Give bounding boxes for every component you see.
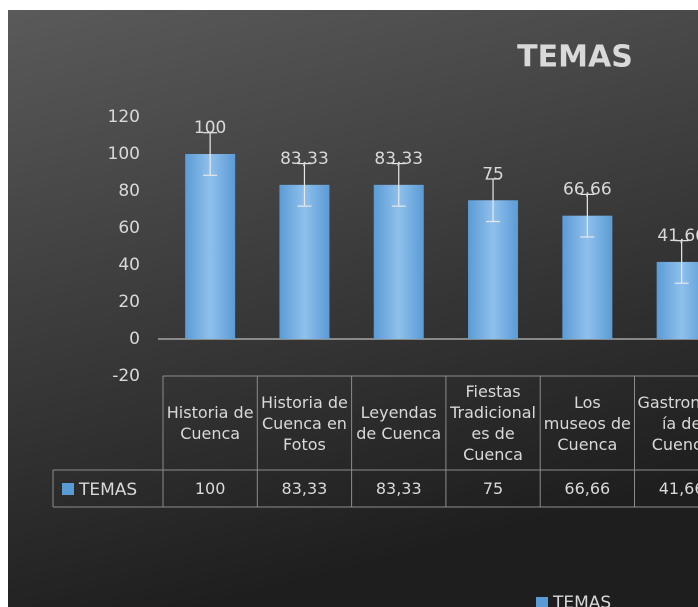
table-value-text: 41,66 — [658, 479, 698, 498]
data-label: 83,33 — [280, 149, 329, 169]
data-label: 100 — [194, 118, 226, 138]
chart-title: TEMAS — [517, 40, 633, 75]
y-tick-label: 20 — [118, 292, 140, 312]
y-tick-label: 80 — [118, 181, 140, 201]
data-label: 66,66 — [563, 180, 612, 200]
category-cell: Gastronomía de Cuenca — [637, 392, 698, 454]
bar — [468, 200, 519, 339]
category-cell: Historia de Cuenca en Fotos — [261, 392, 348, 454]
table-value-text: 83,33 — [281, 479, 328, 498]
category-cell: Historia de Cuenca — [166, 403, 254, 443]
table-series-name: TEMAS — [78, 480, 137, 500]
bar — [185, 154, 236, 339]
bar — [373, 184, 424, 339]
table-legend-key — [62, 483, 74, 495]
data-label: 83,33 — [374, 149, 423, 169]
y-tick-label: 120 — [108, 107, 140, 127]
table-value: 41,66 — [658, 479, 698, 498]
table-value-text: 83,33 — [375, 479, 422, 498]
y-tick-label: -20 — [112, 366, 140, 386]
table-value: 66,66 — [564, 479, 611, 498]
y-tick-label: 0 — [129, 329, 140, 349]
category-cell-text: Historia de Cuenca en Fotos — [261, 392, 348, 454]
legend-key — [536, 597, 548, 607]
y-tick-label: 40 — [118, 255, 140, 275]
category-cell: Fiestas Tradicionales de Cuenca — [450, 382, 536, 464]
bar — [656, 261, 698, 339]
y-tick-label: 100 — [108, 144, 140, 164]
legend-label: TEMAS — [552, 593, 611, 607]
table-value: 83,33 — [281, 479, 328, 498]
table-value: 75 — [482, 479, 504, 498]
table-value-text: 66,66 — [564, 479, 611, 498]
bar — [279, 184, 330, 339]
table-value: 83,33 — [375, 479, 422, 498]
category-cell-text: Los museos de Cuenca — [543, 392, 631, 454]
category-cell: Leyendas de Cuenca — [356, 403, 442, 443]
category-cell-text: Historia de Cuenca — [166, 403, 254, 443]
table-value-text: 100 — [194, 479, 226, 498]
table-value: 100 — [194, 479, 226, 498]
table-value-text: 75 — [482, 479, 504, 498]
category-cell-text: Gastronomía de Cuenca — [637, 392, 698, 454]
category-cell-text: Leyendas de Cuenca — [356, 403, 442, 443]
y-tick-label: 60 — [118, 218, 140, 238]
category-cell-text: Fiestas Tradicionales de Cuenca — [450, 382, 536, 464]
data-label: 41,66 — [657, 226, 698, 246]
data-label: 75 — [482, 164, 504, 184]
category-cell: Los museos de Cuenca — [543, 392, 631, 454]
